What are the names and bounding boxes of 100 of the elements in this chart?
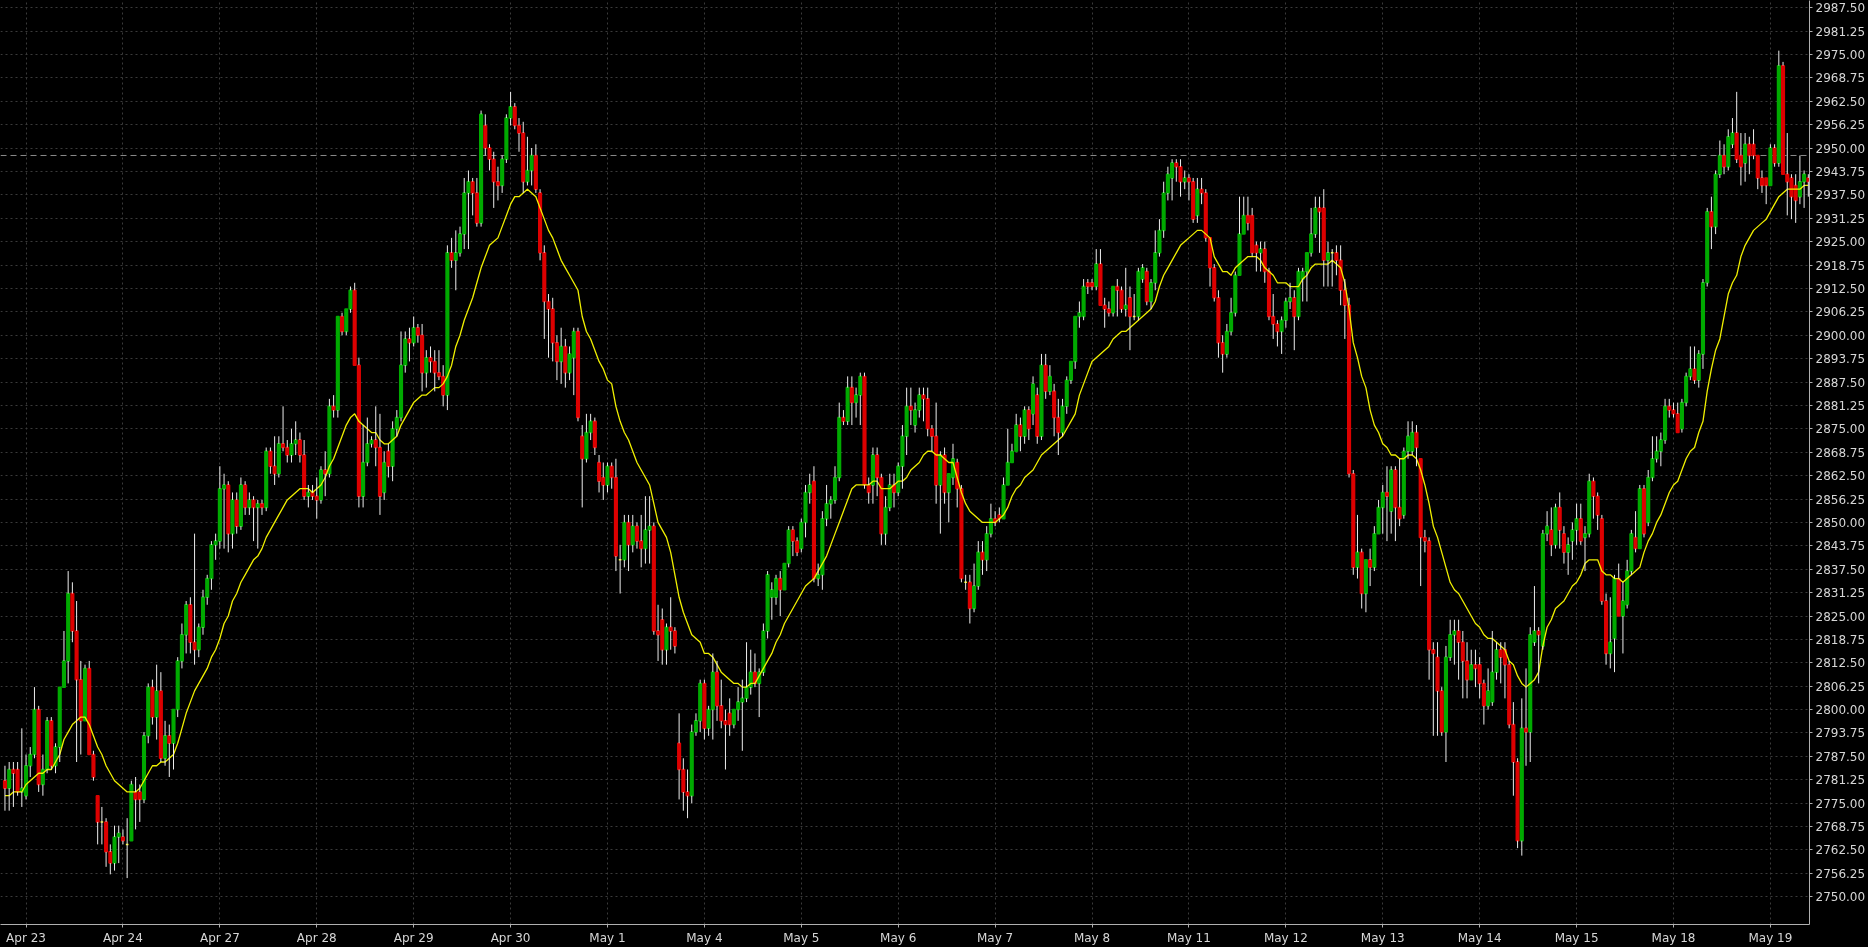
candlestick <box>1460 630 1465 699</box>
candlestick <box>660 608 665 666</box>
candlestick <box>453 229 458 291</box>
candlestick <box>1081 278 1086 321</box>
candlestick <box>1359 548 1364 610</box>
candlestick <box>647 495 652 565</box>
candlestick <box>1743 132 1748 183</box>
candlestick <box>82 664 88 722</box>
candlestick <box>845 375 850 426</box>
candlestick <box>1414 424 1419 467</box>
candlestick <box>1039 353 1044 441</box>
candlestick <box>639 514 644 568</box>
candlestick <box>1612 574 1617 673</box>
x-tick-label: May 15 <box>1554 930 1599 945</box>
candlestick <box>339 312 345 336</box>
candlestick <box>580 424 585 508</box>
candlestick <box>158 671 163 763</box>
candlestick <box>1111 285 1116 317</box>
candlestick <box>1772 143 1777 168</box>
y-tick-label: 2906.25 <box>1815 305 1866 320</box>
candlestick <box>238 476 243 531</box>
candlestick <box>255 499 260 550</box>
y-tick-label: 2812.50 <box>1815 656 1866 671</box>
x-tick-label: May 13 <box>1360 930 1405 945</box>
y-tick-label: 2843.75 <box>1815 539 1866 554</box>
candlestick <box>1410 420 1415 456</box>
candlestick <box>281 405 286 452</box>
candlestick <box>1258 241 1263 273</box>
candlestick <box>1355 514 1360 580</box>
candlestick <box>1182 169 1187 190</box>
candlestick <box>1523 667 1529 767</box>
candlestick <box>1022 405 1027 445</box>
candlestick <box>858 372 863 426</box>
candlestick <box>449 237 454 269</box>
candlestick <box>1123 267 1128 317</box>
candlestick <box>1637 484 1642 550</box>
y-tick-label: 2918.75 <box>1815 258 1866 273</box>
candlestick <box>120 828 125 845</box>
candlestick <box>491 151 496 209</box>
x-tick-label: May 14 <box>1457 930 1502 945</box>
y-tick-label: 2787.50 <box>1815 749 1866 764</box>
x-tick-label: May 12 <box>1263 930 1308 945</box>
candlestick <box>1195 177 1200 224</box>
candlestick <box>736 686 741 722</box>
x-tick-label: May 18 <box>1651 930 1696 945</box>
candlestick <box>306 484 311 508</box>
candlestick <box>1085 278 1090 295</box>
candlestick <box>702 679 707 741</box>
candlestick <box>870 447 875 505</box>
candlestick <box>420 323 425 392</box>
x-tick-label: May 7 <box>977 930 1014 945</box>
candlestick <box>1030 375 1036 426</box>
candlestick <box>714 660 720 722</box>
candlestick <box>407 327 412 362</box>
candlestick <box>677 712 682 800</box>
x-tick-label: Apr 23 <box>6 930 46 945</box>
candlestick <box>167 724 172 778</box>
candlestick <box>272 435 277 486</box>
candlestick <box>377 413 383 516</box>
candlestick <box>1384 465 1390 542</box>
candlestick <box>592 417 597 456</box>
candlestick <box>479 110 484 228</box>
candlestick <box>1191 177 1196 224</box>
candlestick <box>1393 465 1398 542</box>
candlestick <box>192 533 197 666</box>
x-tick-label: May 4 <box>686 930 723 945</box>
candlestick <box>217 465 222 550</box>
candlestick <box>790 525 795 557</box>
y-tick-label: 2756.25 <box>1815 866 1866 881</box>
candlestick <box>634 521 640 550</box>
candlestick <box>293 420 298 456</box>
y-tick-label: 2850.00 <box>1815 515 1866 530</box>
candlestick <box>1452 619 1457 666</box>
y-tick-label: 2762.50 <box>1815 843 1866 858</box>
y-tick-label: 2825.00 <box>1815 609 1866 624</box>
candlestick <box>36 705 41 793</box>
candlestick <box>1722 143 1727 175</box>
candlestick <box>980 540 985 576</box>
candlestick <box>445 244 450 411</box>
x-tick-label: Apr 27 <box>199 930 240 945</box>
candlestick <box>559 327 564 385</box>
candlestick <box>934 402 939 505</box>
y-tick-label: 2900.00 <box>1815 328 1866 343</box>
y-tick-label: 2925.00 <box>1815 235 1866 250</box>
y-tick-label: 2950.00 <box>1815 141 1866 156</box>
candlestick <box>1574 503 1579 546</box>
y-tick-label: 2837.50 <box>1815 562 1866 577</box>
candlestick <box>1486 667 1491 711</box>
y-tick-label: 2856.25 <box>1815 492 1866 507</box>
y-tick-label: 2775.00 <box>1815 796 1866 811</box>
candlestick <box>529 147 534 186</box>
candlestick <box>1115 278 1120 317</box>
candlestick <box>1747 136 1752 175</box>
candlestick <box>1536 626 1541 684</box>
x-tick-label: May 8 <box>1073 930 1111 945</box>
candlestick <box>672 626 677 654</box>
x-tick-label: Apr 28 <box>296 930 337 945</box>
y-tick-label: 2975.00 <box>1815 47 1866 62</box>
candlestick <box>1528 626 1533 763</box>
candlestick <box>424 349 429 389</box>
